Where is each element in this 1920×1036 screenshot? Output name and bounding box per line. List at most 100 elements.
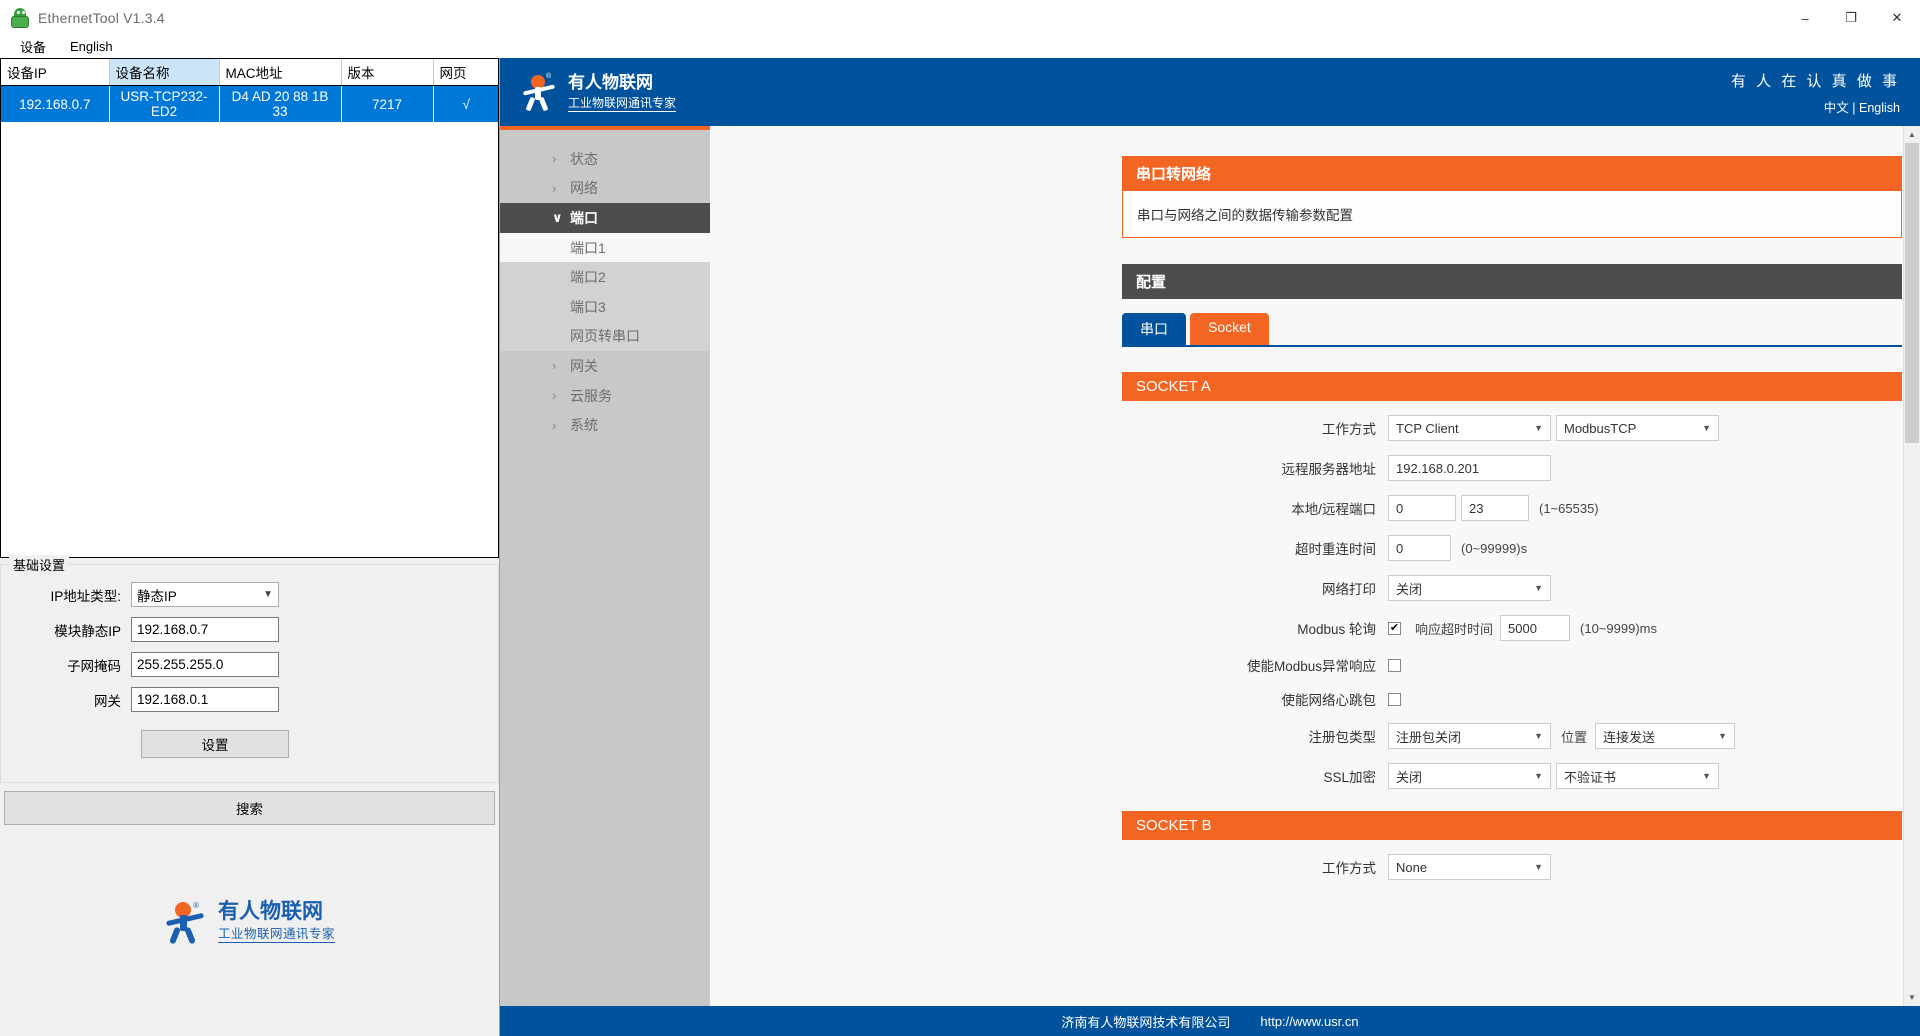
- sidebar-item-port2[interactable]: 端口2: [500, 262, 710, 292]
- table-row[interactable]: 192.168.0.7 USR-TCP232-ED2 D4 AD 20 88 1…: [1, 85, 498, 122]
- brand-name: 有人物联网: [217, 899, 323, 923]
- column-header-mac[interactable]: MAC地址: [219, 59, 342, 86]
- ssl-encryption-value: 关闭: [1396, 769, 1423, 785]
- footer-url-link[interactable]: http://www.usr.cn: [1260, 1013, 1359, 1029]
- modbus-poll-checkbox[interactable]: ✔: [1388, 621, 1401, 635]
- label-work-mode-a: 工作方式: [1322, 422, 1376, 437]
- search-button-label: 搜索: [236, 802, 263, 817]
- web-sidebar: › 状态 › 网络 ∨ 端口 端口1 端口2 端口3: [500, 126, 710, 1006]
- response-timeout-hint: (10~9999)ms: [1580, 620, 1657, 636]
- device-list-table[interactable]: 设备IP 设备名称 MAC地址 版本 网页 192.168.0.7 USR-TC…: [0, 58, 499, 558]
- minimize-button[interactable]: –: [1801, 10, 1809, 26]
- embedded-web-panel: ® 有人物联网 工业物联网通讯专家 有 人 在 认 真 做 事 中文 | Eng…: [500, 58, 1920, 1036]
- table-header-row: 设备IP 设备名称 MAC地址 版本 网页: [1, 59, 498, 86]
- sidebar-item-web-to-serial[interactable]: 网页转串口: [500, 321, 710, 352]
- web-header: ® 有人物联网 工业物联网通讯专家 有 人 在 认 真 做 事 中文 | Eng…: [500, 58, 1920, 126]
- response-timeout-input[interactable]: [1500, 615, 1571, 641]
- chevron-down-icon: ▼: [1534, 862, 1543, 872]
- sidebar-item-port1[interactable]: 端口1: [500, 232, 710, 263]
- label-network-heartbeat: 使能网络心跳包: [1281, 693, 1377, 708]
- app-icon: [10, 7, 30, 28]
- socket-b-title: SOCKET B: [1122, 811, 1902, 840]
- register-package-select[interactable]: 注册包关闭 ▼: [1388, 723, 1551, 749]
- label-position: 位置: [1561, 729, 1588, 745]
- lang-english-link[interactable]: English: [1859, 101, 1900, 115]
- subnet-mask-input[interactable]: [131, 652, 279, 677]
- label-response-timeout: 响应超时时间: [1415, 621, 1494, 637]
- remote-server-addr-input[interactable]: [1388, 455, 1551, 481]
- scroll-up-icon[interactable]: ▲: [1908, 130, 1916, 139]
- protocol-a-select[interactable]: ModbusTCP ▼: [1556, 415, 1719, 441]
- sidebar-label-cloud-service: 云服务: [570, 387, 612, 404]
- lang-chinese-link[interactable]: 中文: [1823, 101, 1849, 115]
- config-tabs: 串口 Socket: [1122, 313, 1902, 347]
- label-ip-address-type: IP地址类型:: [50, 588, 121, 604]
- scrollbar-thumb[interactable]: [1905, 143, 1919, 443]
- reconnect-timeout-input[interactable]: [1388, 535, 1451, 561]
- network-heartbeat-checkbox[interactable]: [1388, 692, 1401, 706]
- close-button[interactable]: ✕: [1891, 10, 1903, 25]
- set-button[interactable]: 设置: [141, 730, 289, 758]
- label-modbus-poll: Modbus 轮询: [1297, 622, 1376, 637]
- tab-socket[interactable]: Socket: [1190, 313, 1269, 345]
- row-work-mode-b: 工作方式 None ▼: [1122, 854, 1902, 880]
- main-split: 设备IP 设备名称 MAC地址 版本 网页 192.168.0.7 USR-TC…: [0, 58, 1920, 1036]
- sidebar-label-system: 系统: [570, 417, 598, 434]
- label-work-mode-b: 工作方式: [1322, 861, 1376, 876]
- chevron-down-icon: ▼: [1534, 731, 1543, 741]
- label-register-package: 注册包类型: [1308, 730, 1377, 745]
- content-scrollbar[interactable]: ▲ ▼: [1903, 126, 1920, 1006]
- row-remote-server-addr: 远程服务器地址: [1122, 455, 1902, 481]
- row-network-print: 网络打印 关闭 ▼: [1122, 575, 1902, 601]
- work-mode-a-select[interactable]: TCP Client ▼: [1388, 415, 1551, 441]
- cell-device-ip: 192.168.0.7: [1, 85, 110, 122]
- web-body: › 状态 › 网络 ∨ 端口 端口1 端口2 端口3: [500, 126, 1920, 1006]
- scroll-down-icon[interactable]: ▼: [1908, 993, 1916, 1002]
- row-modbus-poll: Modbus 轮询 ✔ 响应超时时间 (10~9999)ms: [1122, 615, 1902, 641]
- column-header-version[interactable]: 版本: [341, 59, 434, 86]
- column-header-webpage[interactable]: 网页: [433, 59, 498, 86]
- ip-address-type-select[interactable]: 静态IP ▼: [131, 582, 279, 607]
- menu-item-device[interactable]: 设备: [20, 40, 47, 55]
- gateway-input[interactable]: [131, 687, 279, 712]
- sidebar-label-status: 状态: [570, 150, 598, 167]
- column-header-device-name[interactable]: 设备名称: [109, 59, 220, 86]
- tab-serial-port[interactable]: 串口: [1122, 313, 1186, 345]
- sidebar-item-port[interactable]: ∨ 端口: [500, 203, 710, 233]
- chevron-down-icon: ▼: [1718, 731, 1728, 741]
- label-reconnect-timeout: 超时重连时间: [1295, 542, 1376, 557]
- maximize-button[interactable]: ❐: [1845, 10, 1857, 25]
- modbus-exception-checkbox[interactable]: [1388, 658, 1401, 672]
- local-port-input[interactable]: [1388, 495, 1456, 521]
- column-header-device-ip[interactable]: 设备IP: [1, 59, 110, 86]
- sidebar-item-network[interactable]: › 网络: [500, 174, 710, 204]
- module-static-ip-input[interactable]: [131, 617, 279, 642]
- sidebar-item-gateway[interactable]: › 网关: [500, 351, 710, 381]
- sidebar-item-cloud-service[interactable]: › 云服务: [500, 381, 710, 411]
- label-network-print: 网络打印: [1322, 582, 1376, 597]
- row-modbus-exception: 使能Modbus异常响应: [1122, 655, 1902, 675]
- position-select[interactable]: 连接发送 ▼: [1595, 723, 1736, 749]
- protocol-a-value: ModbusTCP: [1564, 420, 1637, 436]
- sidebar-label-port1: 端口1: [570, 239, 606, 256]
- search-button[interactable]: 搜索: [4, 791, 495, 825]
- brand-tagline: 工业物联网通讯专家: [217, 923, 335, 944]
- label-local-remote-port: 本地/远程端口: [1291, 502, 1376, 517]
- intro-panel-title: 串口转网络: [1122, 156, 1902, 191]
- ssl-cert-select[interactable]: 不验证书 ▼: [1556, 763, 1719, 789]
- ssl-encryption-select[interactable]: 关闭 ▼: [1388, 763, 1551, 789]
- label-subnet-mask: 子网掩码: [67, 658, 121, 674]
- work-mode-b-select[interactable]: None ▼: [1388, 854, 1551, 880]
- header-slogan: 有 人 在 认 真 做 事: [1730, 73, 1900, 90]
- remote-port-input[interactable]: [1461, 495, 1529, 521]
- network-print-select[interactable]: 关闭 ▼: [1388, 575, 1551, 601]
- position-value: 连接发送: [1603, 729, 1656, 745]
- label-remote-server-addr: 远程服务器地址: [1281, 462, 1377, 477]
- sidebar-item-status[interactable]: › 状态: [500, 144, 710, 174]
- chevron-down-icon: ▼: [1702, 423, 1711, 433]
- register-package-value: 注册包关闭: [1396, 729, 1462, 745]
- config-section-title: 配置: [1122, 264, 1902, 299]
- menu-item-english[interactable]: English: [70, 39, 113, 54]
- sidebar-item-system[interactable]: › 系统: [500, 410, 710, 440]
- sidebar-item-port3[interactable]: 端口3: [500, 291, 710, 322]
